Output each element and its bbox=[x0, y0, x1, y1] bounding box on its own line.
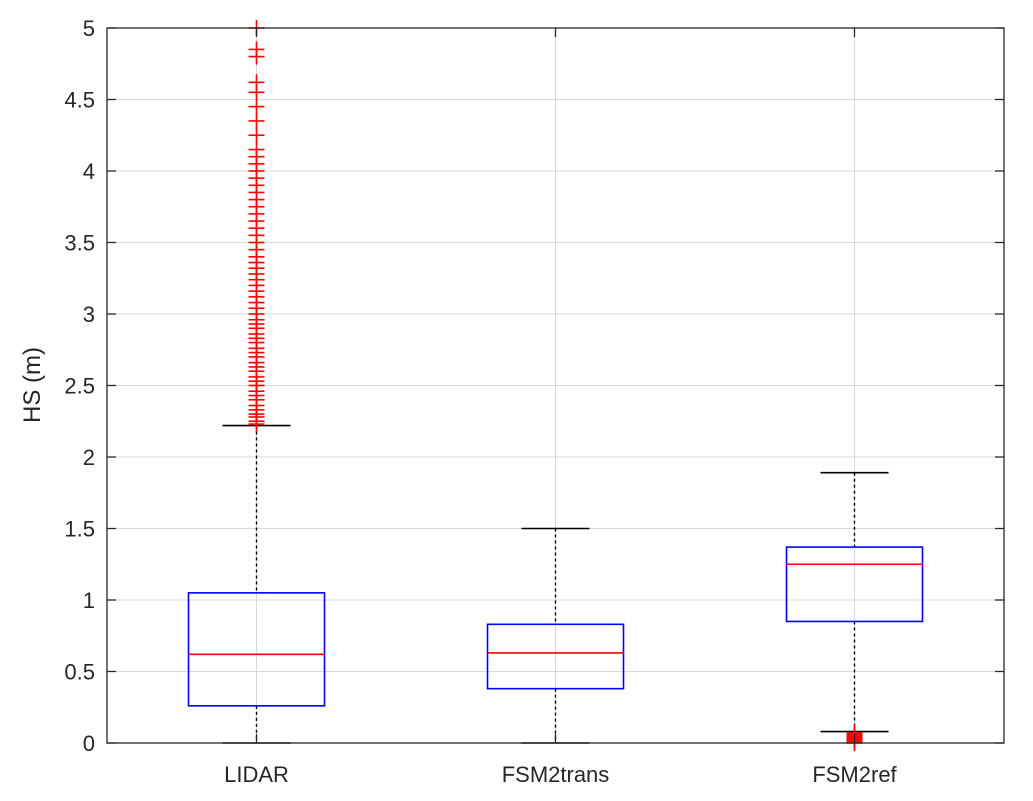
y-axis-label: HS (m) bbox=[19, 347, 46, 423]
y-tick-label: 0 bbox=[83, 731, 95, 756]
y-tick-label: 1 bbox=[83, 588, 95, 613]
outlier-marker bbox=[248, 141, 265, 158]
y-tick-label: 4 bbox=[83, 159, 95, 184]
outlier-marker bbox=[248, 98, 265, 115]
axis-ticks: 0 0.5 1 1.5 2 2.5 3 3.5 4 4.5 5 LIDAR FSM2trans FSM2r… bbox=[64, 16, 1004, 787]
box-iqr bbox=[486, 623, 625, 690]
outlier-marker bbox=[248, 127, 265, 144]
y-tick-label: 3 bbox=[83, 302, 95, 327]
outlier-marker bbox=[248, 74, 265, 91]
box-fsm2ref bbox=[785, 471, 924, 751]
category-label: FSM2ref bbox=[812, 762, 897, 787]
outlier-marker bbox=[248, 112, 265, 129]
y-tick-label: 1.5 bbox=[64, 517, 95, 542]
box-lidar bbox=[187, 20, 326, 744]
y-tick-label: 2.5 bbox=[64, 374, 95, 399]
grid-lines bbox=[107, 27, 1004, 744]
category-label: LIDAR bbox=[224, 762, 289, 787]
y-tick-label: 4.5 bbox=[64, 88, 95, 113]
box-iqr bbox=[187, 592, 326, 707]
y-tick-label: 5 bbox=[83, 16, 95, 41]
category-label: FSM2trans bbox=[502, 762, 610, 787]
y-tick-label: 0.5 bbox=[64, 660, 95, 685]
outlier-marker bbox=[248, 41, 265, 58]
y-tick-label: 2 bbox=[83, 445, 95, 470]
y-tick-label: 3.5 bbox=[64, 231, 95, 256]
box-iqr bbox=[785, 546, 924, 623]
